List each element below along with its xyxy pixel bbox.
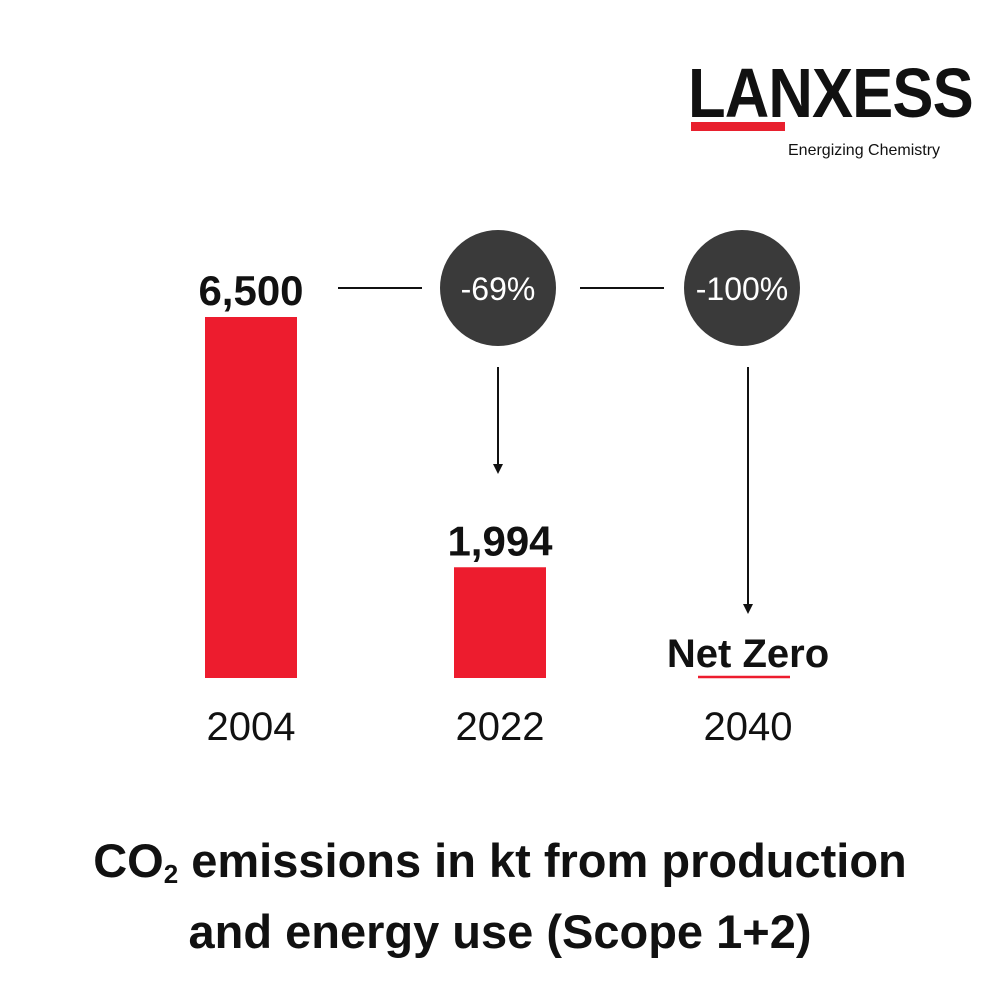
value-label-2022: 1,994	[447, 517, 553, 564]
title-co: CO	[93, 834, 164, 887]
category-label-2040: 2040	[704, 705, 793, 749]
title-rest: emissions in kt from production	[178, 834, 907, 887]
value-label-2040: Net Zero	[667, 632, 829, 676]
logo-red-bar	[691, 122, 785, 131]
reduction-bubble-2	[684, 230, 800, 346]
reduction-bubble-1	[440, 230, 556, 346]
reduction-label-1: -69%	[461, 271, 536, 307]
logo-wordmark: LANXESS	[688, 54, 974, 132]
bar-2004	[205, 317, 297, 678]
category-label-2022: 2022	[456, 705, 545, 749]
bar-2022	[454, 567, 546, 678]
chart-title: CO2 emissions in kt from production and …	[0, 832, 1000, 961]
lanxess-logo: LANXESS Energizing Chemistry	[688, 58, 974, 162]
reduction-label-2: -100%	[696, 271, 789, 307]
title-subscript: 2	[163, 859, 179, 889]
category-label-2004: 2004	[207, 705, 296, 749]
emissions-chart: 6,500 2004 1,994 2022 Net Zero 2040 -69% -100%	[198, 230, 829, 749]
arrow-to-2022-head	[493, 464, 503, 474]
value-label-2004: 6,500	[198, 267, 303, 314]
logo-tagline: Energizing Chemistry	[788, 142, 941, 159]
title-line2: and energy use (Scope 1+2)	[188, 905, 812, 958]
arrow-to-2040-head	[743, 604, 753, 614]
